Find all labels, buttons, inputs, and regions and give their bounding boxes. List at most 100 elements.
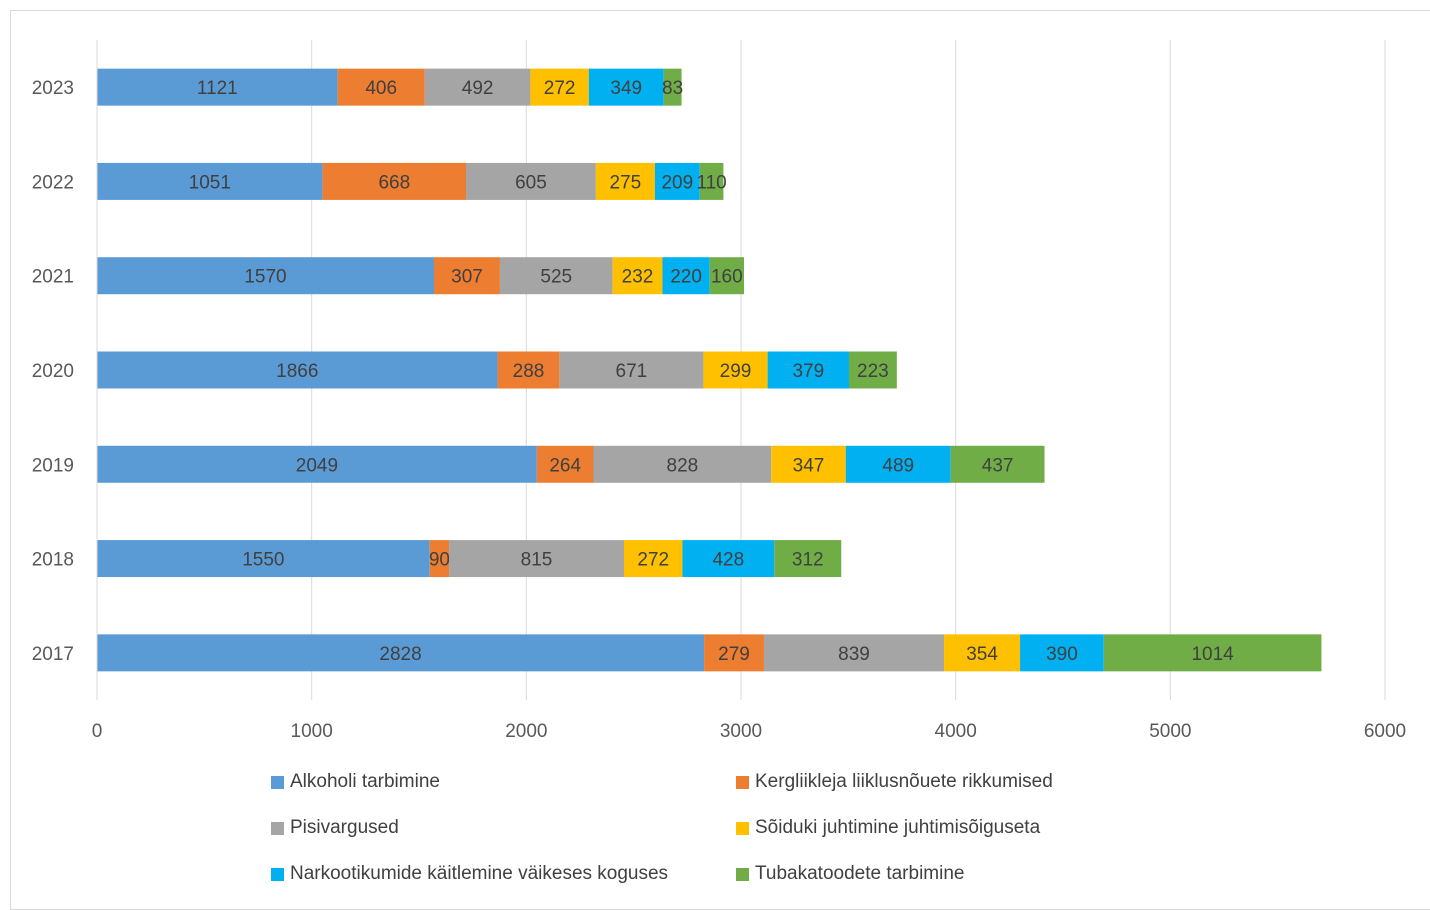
y-tick-label: 2019 (32, 455, 74, 476)
data-label: 307 (451, 267, 483, 288)
bar-segment (848, 351, 897, 389)
bar-segment (845, 445, 951, 483)
x-tick-label: 0 (92, 721, 103, 742)
bar-segment (466, 162, 596, 200)
legend-label-5: Narkootikumide käitlemine väikeses kogus… (290, 863, 669, 884)
data-label: 110 (696, 172, 726, 193)
bar-segment (97, 540, 430, 578)
legend: Alkoholi tarbimine Kergliikleja liiklusn… (271, 770, 1156, 886)
data-label: 232 (622, 267, 654, 288)
data-label: 223 (857, 361, 889, 382)
bar-segment (97, 257, 435, 295)
data-label: 279 (718, 644, 750, 665)
data-label: 2049 (296, 455, 338, 476)
data-label: 264 (549, 455, 581, 476)
legend-label-6: Tubakatoodete tarbimine (755, 863, 965, 884)
bar-segment (337, 68, 425, 106)
data-label: 288 (513, 361, 545, 382)
bar-segment (703, 351, 768, 389)
x-tick-label: 1000 (291, 721, 333, 742)
legend-label-2: Kergliikleja liiklusnõuete rikkumised (755, 771, 1053, 792)
data-label: 1014 (1191, 644, 1234, 665)
legend-item-3: Pisivargused (271, 816, 736, 840)
legend-swatch-1 (271, 775, 284, 789)
legend-label-1: Alkoholi tarbimine (290, 771, 440, 792)
bar-segment (429, 540, 450, 578)
bar-segment (499, 257, 613, 295)
data-label: 160 (711, 267, 743, 288)
bar-segment (97, 445, 537, 483)
data-label: 605 (515, 172, 547, 193)
data-label: 379 (792, 361, 824, 382)
data-label: 83 (662, 78, 683, 99)
data-label: 1550 (242, 550, 284, 571)
bar-segment (1103, 634, 1322, 672)
bar-segment (536, 445, 594, 483)
legend-swatch-3 (271, 821, 284, 835)
y-tick-label: 2018 (32, 550, 74, 571)
legend-swatch-5 (271, 867, 284, 881)
data-label: 489 (882, 455, 914, 476)
bar-segment (595, 162, 655, 200)
data-label: 668 (378, 172, 410, 193)
legend-label-3: Pisivargused (290, 817, 399, 838)
legend-label-4: Sõiduki juhtimine juhtimisõiguseta (755, 817, 1041, 838)
data-label: 525 (540, 267, 572, 288)
x-tick-label: 5000 (1149, 721, 1191, 742)
data-label: 828 (667, 455, 699, 476)
legend-item-4: Sõiduki juhtimine juhtimisõiguseta (736, 816, 1156, 840)
data-label: 347 (793, 455, 825, 476)
bar-segment (624, 540, 683, 578)
bars: 1121 406 492 272 349 83 1051 668 605 275 209 110 157… (97, 68, 1322, 672)
bar-segment (97, 634, 705, 672)
legend-item-5: Narkootikumide käitlemine väikeses kogus… (271, 862, 736, 886)
y-tick-label: 2021 (32, 267, 74, 288)
bar-segment (530, 68, 589, 106)
bar-segment (767, 351, 849, 389)
legend-swatch-6 (736, 867, 749, 881)
data-label: 272 (637, 550, 669, 571)
bar-segment (588, 68, 664, 106)
legend-swatch-4 (736, 821, 749, 835)
bar-segment (497, 351, 560, 389)
data-label: 839 (838, 644, 870, 665)
bar-segment (682, 540, 775, 578)
data-label: 428 (712, 550, 744, 571)
bar-segment (944, 634, 1021, 672)
data-label: 209 (661, 172, 693, 193)
data-label: 815 (521, 550, 553, 571)
bar-segment (434, 257, 500, 295)
data-label: 354 (966, 644, 998, 665)
data-label: 390 (1046, 644, 1078, 665)
data-label: 1051 (189, 172, 231, 193)
legend-item-6: Tubakatoodete tarbimine (736, 862, 1156, 886)
data-label: 312 (792, 550, 824, 571)
data-label: 406 (365, 78, 397, 99)
data-label: 671 (616, 361, 648, 382)
bar-segment (424, 68, 531, 106)
bar-segment (449, 540, 625, 578)
bar-segment (663, 68, 682, 106)
y-tick-label: 2020 (32, 361, 74, 382)
data-label: 2828 (379, 644, 421, 665)
data-label: 1866 (276, 361, 318, 382)
data-label: 1121 (197, 78, 238, 99)
bar-segment (593, 445, 772, 483)
data-label: 275 (610, 172, 642, 193)
x-tick-label: 3000 (720, 721, 762, 742)
data-label: 90 (429, 550, 450, 571)
data-label: 1570 (244, 267, 286, 288)
bar-segment (662, 257, 710, 295)
bar-segment (654, 162, 700, 200)
bar-segment (1020, 634, 1104, 672)
bar-segment (559, 351, 704, 389)
bar-segment (709, 257, 745, 295)
data-label: 299 (720, 361, 752, 382)
bar-segment (704, 634, 764, 672)
bar-segment (97, 351, 498, 389)
x-tick-label: 6000 (1364, 721, 1406, 742)
data-label: 349 (610, 78, 642, 99)
legend-swatch-2 (736, 775, 749, 789)
bar-segment (699, 162, 724, 200)
